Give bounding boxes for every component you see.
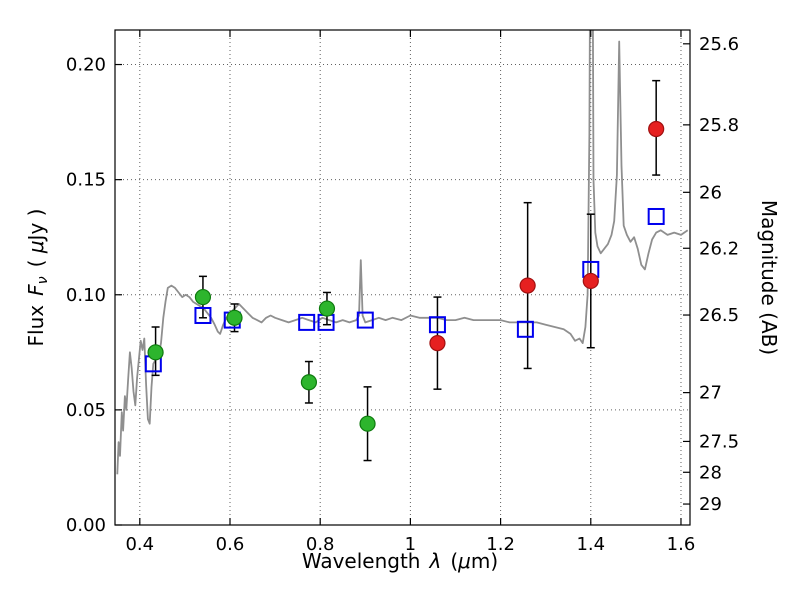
ylabel-word: Flux <box>24 304 48 347</box>
green-data-point <box>318 300 336 317</box>
x-tick-label: 0.6 <box>216 534 245 555</box>
model-photometry-square <box>194 306 212 324</box>
y-tick-label-right: 26.5 <box>699 305 739 326</box>
ylabel-unit-open: ( <box>24 253 48 268</box>
magnitude-label: Magnitude (AB) <box>757 199 781 356</box>
y-tick-label-right: 29 <box>699 494 722 515</box>
y-tick-label-right: 26 <box>699 182 722 203</box>
axis-ticks <box>115 30 690 526</box>
red-data-point <box>648 120 665 138</box>
model-photometry-square <box>647 207 665 225</box>
red-data-point <box>582 272 599 290</box>
green-data-point <box>194 288 212 306</box>
xlabel-unit-close: m) <box>470 549 499 573</box>
green-data-point <box>226 309 243 326</box>
x-tick-label: 0.4 <box>125 534 154 555</box>
ylabel-unit-close: Jy ) <box>24 208 48 241</box>
plot-frame <box>114 29 691 526</box>
x-tick-label: 1.6 <box>667 534 696 555</box>
mu-symbol: μ <box>458 549 471 573</box>
y-tick-label-left: 0.15 <box>66 170 106 191</box>
green-data-point <box>300 374 318 391</box>
flux-f-symbol: F <box>24 284 48 296</box>
xlabel-unit: (μm) <box>450 549 498 573</box>
x-tick-label: 1.2 <box>486 534 515 555</box>
grid-lines <box>115 30 690 525</box>
y-axis-label-left: Flux Fν ( μJy ) <box>24 30 51 525</box>
y-tick-label-right: 28 <box>699 462 722 483</box>
x-axis-label: Wavelength λ (μm) <box>0 549 800 573</box>
model-photometry-square <box>298 313 316 331</box>
x-tick-label: 0.8 <box>306 534 335 555</box>
green-data-point <box>147 344 164 361</box>
red-data-point <box>429 335 446 352</box>
y-tick-label-right: 27 <box>699 383 722 404</box>
y-tick-label-left: 0.20 <box>66 55 106 76</box>
model-photometry-square <box>356 311 374 329</box>
nu-subscript: ν <box>35 276 52 285</box>
photometry-green-points <box>147 288 376 432</box>
model-photometry-square <box>516 320 534 338</box>
y-tick-label-right: 26.2 <box>699 238 739 259</box>
photometry-red-points <box>429 120 665 352</box>
red-data-point <box>519 277 536 294</box>
flux-symbol: Fν <box>24 276 51 296</box>
y-tick-label-left: 0.00 <box>66 515 106 536</box>
y-tick-label-right: 25.6 <box>699 34 739 55</box>
xlabel-word: Wavelength <box>301 549 421 573</box>
model-spectrum-line <box>116 30 689 475</box>
y-tick-label-right: 27.5 <box>699 431 739 452</box>
model-photometry-square <box>428 316 446 334</box>
mu-symbol-left: μ <box>24 240 48 254</box>
y-axis-label-right: Magnitude (AB) <box>757 30 781 525</box>
lambda-symbol: λ <box>429 549 442 573</box>
ylabel-unit: ( μJy ) <box>24 209 48 268</box>
y-tick-label-right: 25.8 <box>699 115 739 136</box>
tick-labels: 0.4 0.6 0.8 1 1.2 1.4 1.6 0.00 0.05 0.10 0.15 0.20 2… <box>66 34 739 555</box>
green-data-point <box>359 415 376 432</box>
y-tick-label-left: 0.10 <box>66 285 106 306</box>
xlabel-unit-open: ( <box>450 549 459 573</box>
x-tick-label: 1 <box>405 534 416 555</box>
y-tick-label-left: 0.05 <box>66 400 106 421</box>
x-tick-label: 1.4 <box>576 534 605 555</box>
